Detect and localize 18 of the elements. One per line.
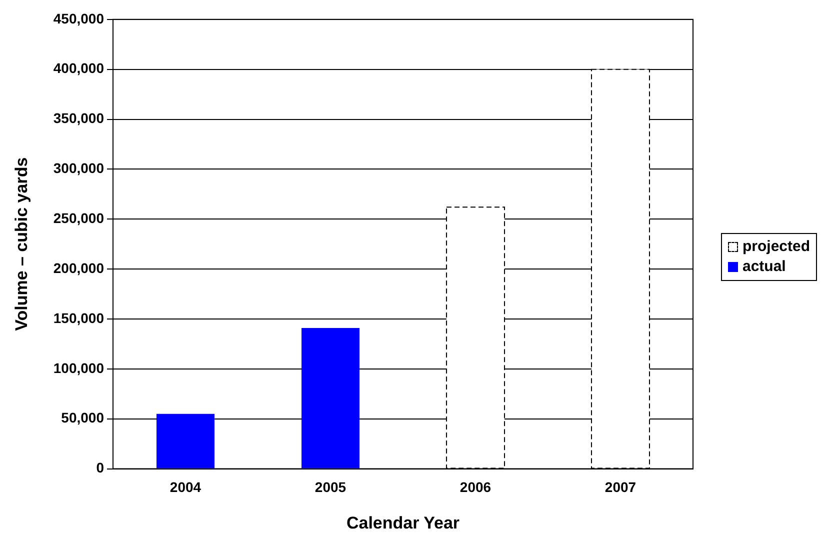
legend-label: actual — [742, 257, 786, 277]
y-tick-label: 200,000 — [53, 260, 104, 276]
y-tick-label: 50,000 — [61, 410, 104, 426]
y-tick-label: 250,000 — [53, 210, 104, 226]
y-tick-label: 300,000 — [53, 160, 104, 176]
x-axis-title: Calendar Year — [346, 513, 460, 532]
x-tick-label: 2007 — [604, 479, 636, 496]
x-tick-label: 2004 — [170, 479, 202, 496]
text: projected — [742, 237, 810, 257]
y-tick-label: 350,000 — [53, 110, 104, 126]
y-axis-title: Volume – cubic yards — [12, 157, 31, 331]
x-tick-label: 2006 — [460, 479, 492, 496]
y-tick-label: 150,000 — [53, 310, 104, 326]
y-tick-label: 0 — [96, 460, 104, 476]
y-tick-label: 400,000 — [53, 60, 104, 76]
x-tick-label: 2005 — [314, 479, 346, 496]
y-tick-label: 100,000 — [53, 360, 104, 376]
y-tick-label: 450,000 — [53, 10, 104, 26]
